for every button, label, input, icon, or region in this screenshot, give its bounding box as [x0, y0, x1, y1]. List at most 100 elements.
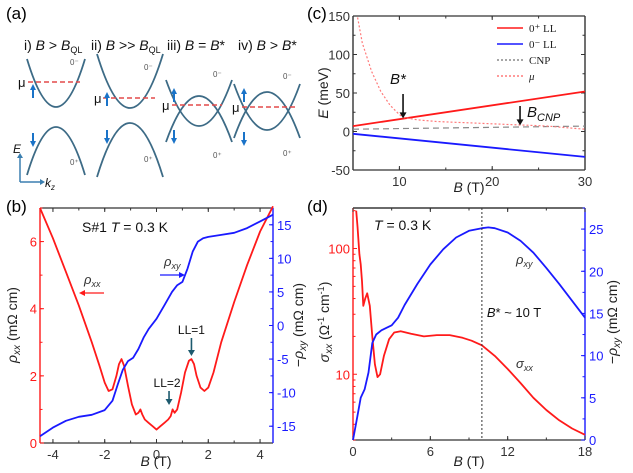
band-0-plus [26, 126, 86, 176]
band-0-plus [96, 122, 164, 178]
mu-label: μ [94, 91, 102, 106]
annotation-bcnp: BCNP [527, 104, 561, 124]
band-0-plus [165, 95, 233, 143]
kz-axis-head [40, 179, 45, 185]
y-tick-label: 10 [336, 367, 350, 382]
mu-label: μ [232, 100, 240, 115]
x-tick-label: -4 [47, 447, 59, 462]
y-tick-label-right: 15 [277, 218, 291, 233]
y-tick-label: 100 [328, 242, 350, 257]
label-rho-xy: ρxy [515, 252, 533, 269]
spin-up-arrow-head [104, 92, 110, 98]
label-ll2: LL=2 [154, 376, 181, 390]
y-tick-label: -50 [331, 163, 350, 178]
label-0-minus: 0⁻ [144, 63, 153, 72]
legend-label: 0⁺ LL [529, 23, 557, 35]
legend-label: μ [528, 71, 535, 83]
panel-label-a: (a) [6, 4, 27, 23]
panel-label-b: (b) [6, 197, 27, 216]
series-- [357, 17, 586, 130]
y-tick-label-right: 25 [589, 222, 603, 237]
mu-label: μ [162, 98, 170, 113]
arrow-ll1-head [187, 350, 195, 356]
arrow-bstar-head [399, 112, 407, 119]
kz-axis-label: kz [45, 176, 55, 192]
y-tick-label-right: 5 [589, 391, 596, 406]
spin-down-arrow-head [171, 138, 177, 144]
chart-title: S#1 T = 0.3 K [82, 219, 169, 235]
x-tick-label: 0 [153, 447, 160, 462]
y-axis-title-right: −ρxy (mΩ cm) [290, 283, 309, 367]
x-tick-label: 12 [500, 444, 514, 459]
y-tick-label: 100 [328, 48, 350, 63]
label-0-plus: 0⁺ [283, 149, 292, 158]
mu-label: μ [18, 75, 26, 90]
energy-axis-head [17, 153, 23, 158]
x-tick-label: 20 [485, 174, 499, 189]
chart-title: T = 0.3 K [374, 217, 432, 233]
y-tick-label-right: 20 [589, 264, 603, 279]
case-label: i) B > BQL [24, 37, 82, 55]
label-ll1: LL=1 [178, 323, 205, 337]
series-0-ll [352, 132, 586, 158]
y-tick-label: 150 [328, 9, 350, 24]
chart-d: 0 6 12 18 10 100 0 5 10 15 20 25 B (T) σxx (Ω-1 cm-1)… [316, 207, 623, 469]
y-tick-label: 4 [30, 302, 37, 317]
label-0-plus: 0⁺ [144, 155, 153, 164]
series--xx [39, 205, 274, 431]
series-cnp [352, 125, 586, 130]
label-0-minus: 0⁻ [213, 70, 222, 79]
label-rho-xx: ρxx [83, 272, 101, 289]
spin-up-arrow-head [171, 88, 177, 94]
label-0-minus: 0⁻ [70, 58, 79, 67]
case-label: iii) B = B* [167, 37, 226, 53]
spin-down-arrow-head [30, 141, 36, 147]
spin-up-arrow-head [30, 84, 36, 90]
y-tick-label-right: 10 [277, 251, 291, 266]
series--xx [355, 210, 586, 436]
y-tick-label-right: 0 [589, 433, 596, 448]
label-rho-xy: ρxy [163, 254, 181, 271]
y-tick-label: 2 [30, 369, 37, 384]
series--xy [39, 213, 274, 438]
y-tick-label: 0 [30, 436, 37, 451]
annotation-bstar: B* ~ 10 T [487, 305, 541, 320]
arrow-bcnp-head [516, 119, 524, 126]
x-tick-label: 0 [349, 444, 356, 459]
x-tick-label: 2 [205, 447, 212, 462]
label-sigma-xx: σxx [516, 356, 533, 373]
arrow-rho-xx-head [79, 290, 85, 296]
spin-down-arrow-head [241, 140, 247, 146]
x-tick-label: 6 [427, 444, 434, 459]
legend-label: 0⁻ LL [529, 39, 557, 51]
band-schematic-panel: i) B > BQL ii) B >> BQL iii) B = B* iv) B >… [13, 37, 301, 192]
x-axis-title: B (T) [453, 453, 484, 469]
x-tick-label: 30 [578, 174, 592, 189]
series-0-ll [352, 90, 586, 127]
band-0-minus [96, 53, 164, 109]
energy-axis-label: E [13, 142, 22, 156]
arrow-ll2-head [165, 399, 173, 405]
panel-label-c: (c) [307, 4, 327, 23]
x-tick-label: 4 [256, 447, 263, 462]
spin-up-arrow-head [241, 88, 247, 94]
y-tick-label: 6 [30, 235, 37, 250]
y-tick-label-right: -15 [277, 419, 296, 434]
panel-label-d: (d) [307, 197, 328, 216]
y-tick-label-right: -10 [277, 386, 296, 401]
x-axis-title: B (T) [140, 453, 171, 469]
y-tick-label-right: -5 [277, 352, 289, 367]
y-tick-label-right: 5 [277, 285, 284, 300]
spin-down-arrow-head [104, 138, 110, 144]
y-tick-label: 50 [336, 86, 350, 101]
band-0-minus [26, 58, 86, 108]
x-axis-title: B (T) [453, 179, 484, 195]
series--xy [352, 226, 586, 441]
y-tick-label-right: 0 [277, 319, 284, 334]
y-tick-label-right: 10 [589, 349, 603, 364]
case-label: iv) B > B* [238, 37, 297, 53]
y-axis-title: E (meV) [315, 67, 331, 118]
y-axis-title-left: ρxx (mΩ cm) [4, 287, 23, 364]
arrow-rho-xy-head [179, 272, 185, 278]
